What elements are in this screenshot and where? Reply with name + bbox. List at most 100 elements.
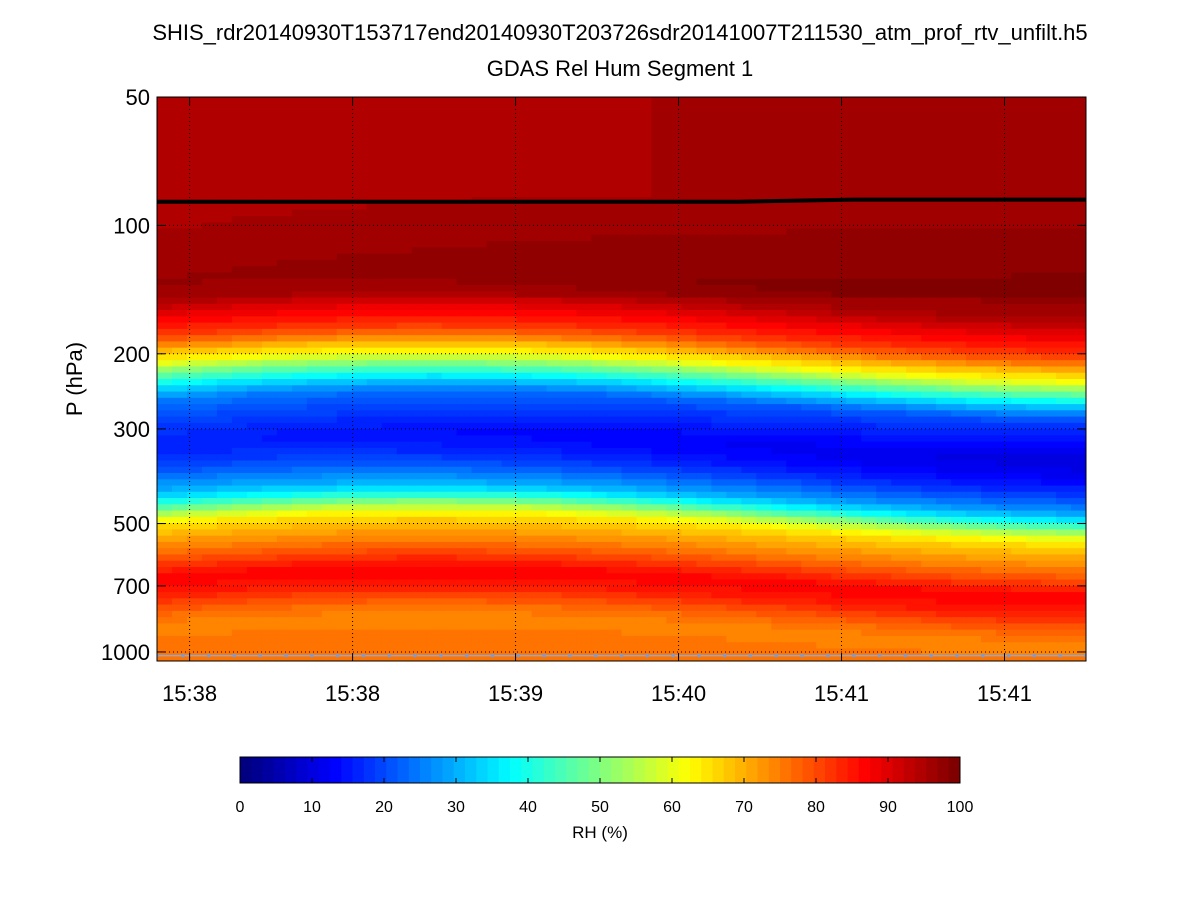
heatmap-cell xyxy=(306,266,323,274)
heatmap-cell xyxy=(621,247,638,255)
heatmap-cell xyxy=(846,322,862,330)
heatmap-cell xyxy=(681,529,698,537)
heatmap-cell xyxy=(876,103,892,111)
heatmap-cell xyxy=(981,353,997,361)
heatmap-cell xyxy=(936,642,952,650)
heatmap-cell xyxy=(621,460,638,468)
heatmap-cell xyxy=(951,328,967,336)
heatmap-cell xyxy=(576,203,593,211)
heatmap-cell xyxy=(531,541,548,549)
heatmap-cell xyxy=(801,253,817,261)
heatmap-cell xyxy=(486,147,503,154)
heatmap-cell xyxy=(711,165,727,173)
heatmap-cell xyxy=(936,585,952,593)
heatmap-cell xyxy=(756,579,772,587)
heatmap-cell xyxy=(231,654,248,661)
heatmap-cell xyxy=(291,623,308,631)
heatmap-cell xyxy=(621,159,638,167)
heatmap-cell xyxy=(171,266,188,274)
heatmap-cell xyxy=(951,253,967,261)
heatmap-cell xyxy=(771,103,787,111)
heatmap-cell xyxy=(246,642,263,650)
heatmap-cell xyxy=(636,278,653,286)
heatmap-cell xyxy=(516,554,533,562)
heatmap-cell xyxy=(921,259,937,267)
heatmap-cell xyxy=(741,385,757,393)
heatmap-cell xyxy=(471,191,488,198)
heatmap-cell xyxy=(171,479,188,487)
heatmap-cell xyxy=(276,523,293,530)
heatmap-cell xyxy=(276,347,293,355)
heatmap-cell xyxy=(681,466,698,474)
heatmap-cell xyxy=(411,585,428,593)
heatmap-cell xyxy=(861,404,877,411)
heatmap-cell xyxy=(936,604,952,612)
heatmap-cell xyxy=(396,347,413,355)
heatmap-cell xyxy=(951,623,967,631)
heatmap-cell xyxy=(231,216,248,223)
heatmap-cell xyxy=(891,335,907,342)
heatmap-cell xyxy=(546,103,563,111)
heatmap-cell xyxy=(157,234,173,242)
heatmap-cell xyxy=(306,165,323,173)
heatmap-cell xyxy=(966,416,982,424)
heatmap-cell xyxy=(921,241,937,248)
heatmap-cell xyxy=(951,410,967,418)
heatmap-cell xyxy=(396,629,413,637)
heatmap-cell xyxy=(861,234,877,242)
heatmap-cell xyxy=(306,460,323,468)
heatmap-cell xyxy=(921,303,937,311)
heatmap-cell xyxy=(351,516,368,524)
heatmap-cell xyxy=(801,153,817,161)
heatmap-cell xyxy=(336,134,353,142)
heatmap-cell xyxy=(636,266,653,274)
heatmap-cell xyxy=(411,604,428,612)
heatmap-cell xyxy=(336,379,353,386)
heatmap-cell xyxy=(966,604,982,612)
heatmap-cell xyxy=(171,623,188,631)
heatmap-cell xyxy=(906,241,922,248)
heatmap-cell xyxy=(861,391,877,399)
heatmap-cell xyxy=(501,473,518,480)
heatmap-cell xyxy=(306,234,323,242)
heatmap-cell xyxy=(561,523,578,530)
heatmap-cell xyxy=(306,642,323,650)
heatmap-cell xyxy=(546,335,563,342)
heatmap-cell xyxy=(291,322,308,330)
heatmap-cell xyxy=(546,441,563,449)
heatmap-cell xyxy=(816,404,832,411)
heatmap-cell xyxy=(276,165,293,173)
heatmap-cell xyxy=(666,341,683,349)
heatmap-cell xyxy=(726,560,742,568)
heatmap-cell xyxy=(456,140,473,148)
heatmap-cell xyxy=(891,535,907,543)
heatmap-cell xyxy=(336,247,353,255)
heatmap-cell xyxy=(696,184,712,192)
heatmap-cell xyxy=(621,335,638,342)
heatmap-cell xyxy=(501,535,518,543)
heatmap-cell xyxy=(651,567,668,574)
heatmap-cell xyxy=(906,623,922,631)
heatmap-cell xyxy=(966,115,982,123)
heatmap-cell xyxy=(321,573,338,581)
heatmap-cell xyxy=(246,535,263,543)
heatmap-cell xyxy=(246,654,263,661)
heatmap-cell xyxy=(246,617,263,624)
heatmap-cell xyxy=(261,328,278,336)
heatmap-cell xyxy=(921,103,937,111)
heatmap-cell xyxy=(276,372,293,380)
heatmap-cell xyxy=(786,216,802,223)
heatmap-cell xyxy=(441,385,458,393)
heatmap-cell xyxy=(546,554,563,562)
heatmap-cell xyxy=(771,404,787,411)
heatmap-cell xyxy=(681,259,698,267)
heatmap-cell xyxy=(876,429,892,436)
heatmap-cell xyxy=(171,303,188,311)
heatmap-cell xyxy=(696,241,712,248)
heatmap-cells xyxy=(157,97,1086,661)
heatmap-cell xyxy=(366,560,383,568)
heatmap-cell xyxy=(546,297,563,305)
heatmap-cell xyxy=(336,122,353,129)
heatmap-cell xyxy=(621,266,638,274)
heatmap-cell xyxy=(711,560,727,568)
